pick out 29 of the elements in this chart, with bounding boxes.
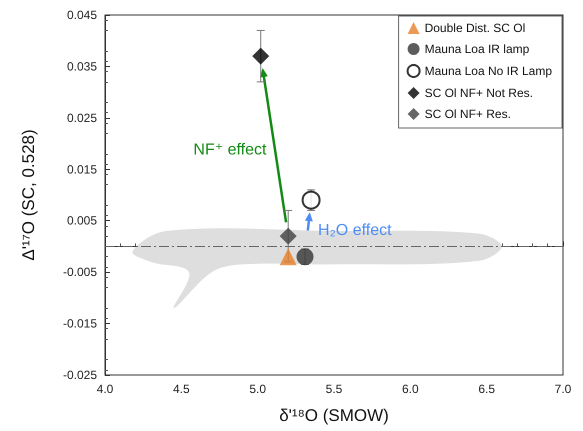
y-tick-label: 0.045 — [66, 8, 98, 22]
y-tick-label: 0.025 — [66, 110, 98, 125]
annotation: NF⁺ effect — [193, 142, 268, 159]
x-tick-label: 7.0 — [554, 382, 572, 396]
y-tick-label: -0.015 — [62, 316, 98, 331]
y-tick-label: 0.035 — [66, 59, 98, 74]
x-tick-label: 4.5 — [172, 382, 190, 396]
x-tick-label: 5.0 — [249, 382, 266, 396]
point — [280, 228, 297, 245]
point — [302, 190, 321, 210]
legend-label: Double Dist. SC Ol — [424, 21, 526, 35]
legend-label: SC Ol NF+ Not Res. — [424, 86, 533, 100]
x-tick-label: 5.5 — [326, 382, 343, 396]
x-tick-label: 6.0 — [402, 382, 419, 396]
y-tick-label: 0.015 — [66, 162, 98, 176]
annotation: H₂O effect — [318, 222, 392, 239]
y-tick-label: -0.025 — [62, 368, 98, 382]
point — [280, 248, 297, 266]
point — [296, 248, 314, 266]
point — [252, 48, 270, 65]
y-tick-label: 0.005 — [66, 214, 98, 228]
x-axis-title: δ'¹⁸O (SMOW) — [279, 406, 389, 425]
y-axis-title: Δ'¹⁷O (SC, 0.528) — [19, 129, 38, 261]
legend-label: Mauna Loa IR lamp — [424, 42, 530, 56]
legend-label: SC Ol NF+ Res. — [424, 107, 511, 121]
x-tick-label: 4.0 — [96, 382, 114, 396]
x-tick-label: 6.5 — [478, 382, 496, 396]
y-tick-label: -0.005 — [62, 265, 98, 280]
legend-label: Mauna Loa No IR Lamp — [424, 64, 552, 78]
